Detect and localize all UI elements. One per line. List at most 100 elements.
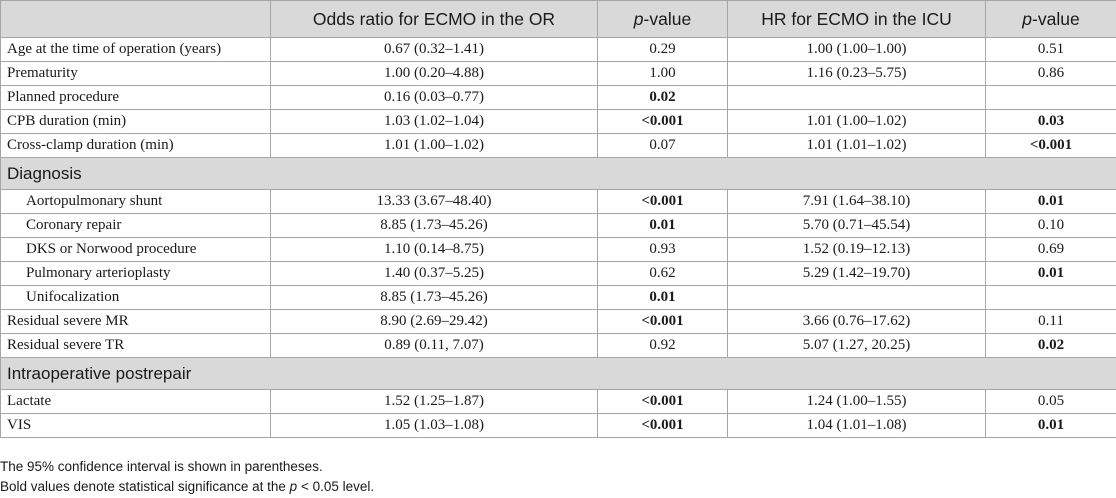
- p-value-icu-cell: 0.11: [985, 309, 1116, 334]
- footnotes: The 95% confidence interval is shown in …: [0, 457, 374, 497]
- p-value-or-cell: 0.07: [597, 133, 728, 158]
- section-row: Diagnosis: [0, 157, 1116, 190]
- hazard-ratio-cell: 1.24 (1.00–1.55): [727, 389, 986, 414]
- odds-ratio-cell: 1.05 (1.03–1.08): [270, 413, 598, 438]
- hazard-ratio-cell: 3.66 (0.76–17.62): [727, 309, 986, 334]
- row-label: VIS: [0, 413, 271, 438]
- row-label: Planned procedure: [0, 85, 271, 110]
- odds-ratio-cell: 8.85 (1.73–45.26): [270, 285, 598, 310]
- table-row: Unifocalization 8.85 (1.73–45.26) 0.01: [0, 285, 1116, 310]
- p-value-or-cell: 0.62: [597, 261, 728, 286]
- header-hazard-ratio: HR for ECMO in the ICU: [727, 0, 986, 38]
- p-value-icu-cell: 0.02: [985, 333, 1116, 358]
- p-value-or-cell: 0.29: [597, 37, 728, 62]
- section-label: Intraoperative postrepair: [0, 357, 1116, 390]
- row-label: CPB duration (min): [0, 109, 271, 134]
- footnote-ci: The 95% confidence interval is shown in …: [0, 459, 323, 474]
- table-row: Residual severe MR 8.90 (2.69–29.42) <0.00…: [0, 309, 1116, 334]
- hazard-ratio-cell: 5.70 (0.71–45.54): [727, 213, 986, 238]
- hazard-ratio-cell: [727, 285, 986, 310]
- header-p-value-icu: p-value: [985, 0, 1116, 38]
- p-value-icu-cell: 0.10: [985, 213, 1116, 238]
- table-row: Planned procedure 0.16 (0.03–0.77) 0.02: [0, 85, 1116, 110]
- hazard-ratio-cell: 1.04 (1.01–1.08): [727, 413, 986, 438]
- table-row: Lactate 1.52 (1.25–1.87) <0.001 1.24 (1.00–…: [0, 389, 1116, 414]
- row-label: Lactate: [0, 389, 271, 414]
- odds-ratio-cell: 0.89 (0.11, 7.07): [270, 333, 598, 358]
- p-value-or-cell: 0.01: [597, 213, 728, 238]
- hazard-ratio-cell: [727, 85, 986, 110]
- p-value-or-cell: 0.01: [597, 285, 728, 310]
- row-label: DKS or Norwood procedure: [0, 237, 271, 262]
- odds-ratio-cell: 8.85 (1.73–45.26): [270, 213, 598, 238]
- p-value-or-cell: 0.92: [597, 333, 728, 358]
- odds-ratio-cell: 8.90 (2.69–29.42): [270, 309, 598, 334]
- table-row: Pulmonary arterioplasty 1.40 (0.37–5.25) 0…: [0, 261, 1116, 286]
- odds-ratio-cell: 0.16 (0.03–0.77): [270, 85, 598, 110]
- header-p-value-or: p-value: [597, 0, 728, 38]
- p-value-icu-cell: 0.01: [985, 413, 1116, 438]
- row-label: Unifocalization: [0, 285, 271, 310]
- odds-ratio-cell: 1.00 (0.20–4.88): [270, 61, 598, 86]
- odds-ratio-cell: 1.03 (1.02–1.04): [270, 109, 598, 134]
- hazard-ratio-cell: 1.16 (0.23–5.75): [727, 61, 986, 86]
- odds-ratio-cell: 1.01 (1.00–1.02): [270, 133, 598, 158]
- p-value-or-cell: 1.00: [597, 61, 728, 86]
- p-value-icu-cell: 0.05: [985, 389, 1116, 414]
- p-value-or-cell: <0.001: [597, 109, 728, 134]
- row-label: Residual severe TR: [0, 333, 271, 358]
- table-row: VIS 1.05 (1.03–1.08) <0.001 1.04 (1.01–1.08…: [0, 413, 1116, 438]
- row-label: Coronary repair: [0, 213, 271, 238]
- p-value-or-cell: <0.001: [597, 413, 728, 438]
- table-row: Coronary repair 8.85 (1.73–45.26) 0.01 5.70…: [0, 213, 1116, 238]
- table-row: Residual severe TR 0.89 (0.11, 7.07) 0.92 5…: [0, 333, 1116, 358]
- p-value-icu-cell: 0.69: [985, 237, 1116, 262]
- row-label: Residual severe MR: [0, 309, 271, 334]
- row-label: Prematurity: [0, 61, 271, 86]
- table-row: CPB duration (min) 1.03 (1.02–1.04) <0.001…: [0, 109, 1116, 134]
- header-odds-ratio: Odds ratio for ECMO in the OR: [270, 0, 598, 38]
- p-value-icu-cell: 0.01: [985, 261, 1116, 286]
- table-row: Age at the time of operation (years) 0.67…: [0, 37, 1116, 62]
- hazard-ratio-cell: 7.91 (1.64–38.10): [727, 189, 986, 214]
- table-header: Odds ratio for ECMO in the OR p-value HR f…: [0, 0, 1116, 38]
- results-table: Odds ratio for ECMO in the OR p-value HR f…: [0, 0, 1116, 438]
- hazard-ratio-cell: 1.00 (1.00–1.00): [727, 37, 986, 62]
- row-label: Age at the time of operation (years): [0, 37, 271, 62]
- p-value-or-cell: 0.02: [597, 85, 728, 110]
- hazard-ratio-cell: 5.07 (1.27, 20.25): [727, 333, 986, 358]
- p-value-icu-cell: [985, 85, 1116, 110]
- row-label: Aortopulmonary shunt: [0, 189, 271, 214]
- p-value-icu-cell: <0.001: [985, 133, 1116, 158]
- p-value-or-cell: <0.001: [597, 189, 728, 214]
- hazard-ratio-cell: 1.01 (1.01–1.02): [727, 133, 986, 158]
- odds-ratio-cell: 13.33 (3.67–48.40): [270, 189, 598, 214]
- footnote-significance: Bold values denote statistical significa…: [0, 479, 375, 494]
- p-value-icu-cell: 0.03: [985, 109, 1116, 134]
- table-row: Prematurity 1.00 (0.20–4.88) 1.00 1.16 (0.2…: [0, 61, 1116, 86]
- p-value-icu-cell: 0.86: [985, 61, 1116, 86]
- section-label: Diagnosis: [0, 157, 1116, 190]
- p-value-or-cell: <0.001: [597, 309, 728, 334]
- row-label: Pulmonary arterioplasty: [0, 261, 271, 286]
- p-value-icu-cell: [985, 285, 1116, 310]
- p-value-icu-cell: 0.01: [985, 189, 1116, 214]
- hazard-ratio-cell: 5.29 (1.42–19.70): [727, 261, 986, 286]
- p-value-or-cell: <0.001: [597, 389, 728, 414]
- odds-ratio-cell: 1.10 (0.14–8.75): [270, 237, 598, 262]
- header-row: Odds ratio for ECMO in the OR p-value HR f…: [0, 0, 1116, 38]
- header-blank: [0, 0, 271, 38]
- p-value-icu-cell: 0.51: [985, 37, 1116, 62]
- section-row: Intraoperative postrepair: [0, 357, 1116, 390]
- table-body: Age at the time of operation (years) 0.67…: [0, 37, 1116, 438]
- table-row: Aortopulmonary shunt 13.33 (3.67–48.40) <0…: [0, 189, 1116, 214]
- hazard-ratio-cell: 1.01 (1.00–1.02): [727, 109, 986, 134]
- odds-ratio-cell: 1.40 (0.37–5.25): [270, 261, 598, 286]
- odds-ratio-cell: 0.67 (0.32–1.41): [270, 37, 598, 62]
- hazard-ratio-cell: 1.52 (0.19–12.13): [727, 237, 986, 262]
- odds-ratio-cell: 1.52 (1.25–1.87): [270, 389, 598, 414]
- row-label: Cross-clamp duration (min): [0, 133, 271, 158]
- table-row: Cross-clamp duration (min) 1.01 (1.00–1.0…: [0, 133, 1116, 158]
- p-value-or-cell: 0.93: [597, 237, 728, 262]
- table-row: DKS or Norwood procedure 1.10 (0.14–8.75)…: [0, 237, 1116, 262]
